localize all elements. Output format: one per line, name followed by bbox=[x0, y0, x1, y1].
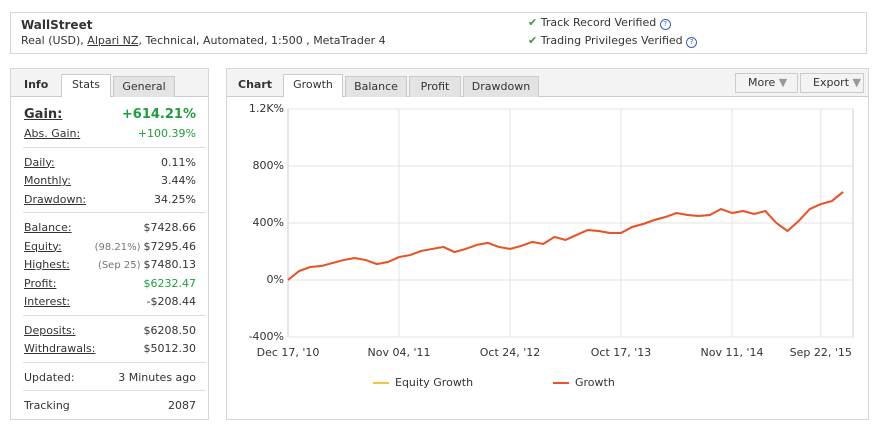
tab[interactable]: General bbox=[113, 76, 175, 97]
stat-value: $5012.30 bbox=[144, 342, 197, 355]
help-icon[interactable]: ? bbox=[686, 37, 698, 48]
stat-value: 2087 bbox=[168, 399, 196, 412]
stat-value: (98.21%) $7295.46 bbox=[95, 240, 196, 253]
stat-value: 0.11% bbox=[161, 156, 196, 169]
stat-value: (Sep 25) $7480.13 bbox=[98, 258, 196, 271]
stat-value-text: 2087 bbox=[168, 399, 196, 412]
x-tick-label: Nov 04, '11 bbox=[368, 346, 431, 359]
x-tick-label: Sep 22, '15 bbox=[790, 346, 852, 359]
stat-value: $6208.50 bbox=[144, 324, 197, 337]
tab[interactable]: Stats bbox=[61, 74, 111, 97]
stat-value-text: $7428.66 bbox=[143, 221, 197, 234]
stat-value-text: 3.44% bbox=[161, 174, 196, 187]
account-details: , Technical, Automated, 1:500 , MetaTrad… bbox=[138, 34, 386, 47]
verified-1: ✔ Track Record Verified ? bbox=[528, 16, 671, 30]
stat-label: Profit: bbox=[24, 276, 57, 290]
more-button[interactable]: More ▼ bbox=[735, 73, 798, 93]
header: WallStreet Real (USD), Alpari NZ, Techni… bbox=[10, 12, 867, 54]
y-tick-label: 800% bbox=[253, 159, 284, 172]
separator bbox=[23, 361, 206, 363]
stat-value: $7428.66 bbox=[144, 221, 197, 234]
stat-label: Abs. Gain: bbox=[24, 127, 81, 140]
stat-label: Withdrawals: bbox=[24, 342, 96, 355]
stat-value: $6232.47 bbox=[144, 277, 197, 290]
tab[interactable]: Profit bbox=[409, 76, 461, 97]
stat-label: Interest: bbox=[24, 295, 71, 308]
stat-note: (Sep 25) bbox=[97, 260, 141, 271]
separator bbox=[23, 314, 206, 316]
stat-label: Tracking bbox=[24, 399, 70, 412]
tab[interactable]: Balance bbox=[345, 76, 407, 97]
stat-value-text: $6208.50 bbox=[143, 323, 197, 337]
chart-panel: Chart Growth Balance Profit Drawdown Mor… bbox=[226, 68, 869, 420]
stat-value: 3.44% bbox=[161, 174, 196, 187]
stat-label: Gain: bbox=[24, 107, 63, 122]
y-tick-label: 1.2K% bbox=[249, 102, 284, 115]
stat-value-text: +614.21% bbox=[121, 107, 196, 122]
stat-label: Equity: bbox=[24, 239, 62, 253]
stat-label: Drawdown: bbox=[24, 192, 87, 206]
chart: -400% 0% 400% 800% 1.2K% Dec 17, '10 Nov 04, '… bbox=[249, 102, 854, 389]
stat-value: +100.39% bbox=[138, 127, 196, 140]
panel-title: Info bbox=[24, 78, 49, 91]
verified-text: Trading Privileges Verified bbox=[540, 34, 683, 47]
separator bbox=[23, 146, 206, 148]
stat-value-text: 3 Minutes ago bbox=[118, 370, 196, 384]
panel-title: Chart bbox=[238, 78, 273, 91]
stat-value-text: +100.39% bbox=[137, 127, 196, 140]
stat-value: +614.21% bbox=[122, 107, 196, 122]
stat-value-text: 34.25% bbox=[154, 192, 196, 206]
stat-label: Deposits: bbox=[24, 323, 76, 337]
stat-value-text: -$208.44 bbox=[146, 295, 196, 308]
tab[interactable]: Drawdown bbox=[463, 76, 539, 97]
button-label: More bbox=[748, 76, 776, 89]
separator bbox=[23, 212, 206, 213]
x-tick-label: Nov 11, '14 bbox=[701, 346, 764, 359]
help-icon[interactable]: ? bbox=[659, 19, 671, 30]
broker-link[interactable]: Alpari NZ bbox=[87, 34, 139, 47]
stat-value: -$208.44 bbox=[147, 295, 196, 308]
stat-value-text: 0.11% bbox=[161, 155, 196, 169]
stat-label: Highest: bbox=[24, 258, 70, 271]
legend-label: Growth bbox=[575, 376, 615, 389]
export-button[interactable]: Export ▼ bbox=[800, 73, 864, 93]
legend-label: Equity Growth bbox=[395, 376, 473, 389]
info-panel: Info Stats General Gain: +614.21% Abs. Gai… bbox=[10, 68, 209, 420]
stat-label: Balance: bbox=[24, 221, 72, 234]
verified-text: Track Record Verified bbox=[540, 16, 657, 29]
y-tick-label: -400% bbox=[249, 330, 284, 343]
account-prefix: Real (USD), bbox=[21, 34, 84, 47]
system-title: WallStreet bbox=[21, 18, 93, 32]
stat-value-text: $5012.30 bbox=[143, 342, 197, 355]
stat-value-text: $6232.47 bbox=[143, 276, 197, 290]
stat-label: Monthly: bbox=[24, 174, 71, 187]
x-tick-label: Oct 24, '12 bbox=[480, 346, 541, 359]
stat-value-text: $7295.46 bbox=[143, 239, 197, 253]
stat-label: Daily: bbox=[24, 155, 55, 169]
x-tick-label: Oct 17, '13 bbox=[591, 346, 652, 359]
verified-2: ✔ Trading Privileges Verified ? bbox=[528, 34, 698, 48]
x-tick-label: Dec 17, '10 bbox=[257, 346, 320, 359]
stat-value: 3 Minutes ago bbox=[118, 371, 196, 384]
stat-value: 34.25% bbox=[154, 193, 196, 206]
button-label: Export bbox=[813, 76, 850, 89]
y-tick-label: 400% bbox=[253, 216, 284, 229]
y-tick-label: 0% bbox=[267, 273, 284, 286]
stat-label: Updated: bbox=[24, 370, 75, 384]
account-info: Real (USD), Alpari NZ, Technical, Automa… bbox=[21, 34, 386, 47]
stat-value-text: $7480.13 bbox=[143, 258, 197, 271]
separator bbox=[23, 390, 206, 391]
stat-note: (98.21%) bbox=[94, 241, 141, 253]
tab[interactable]: Growth bbox=[283, 74, 343, 97]
series-line bbox=[287, 191, 844, 281]
